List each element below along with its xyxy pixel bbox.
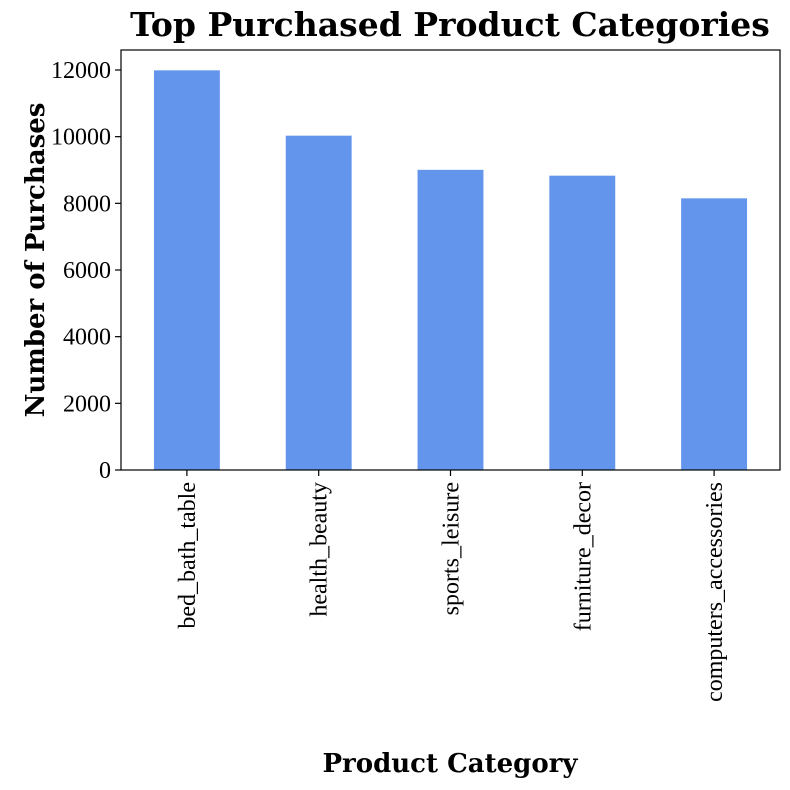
bar-bed_bath_table bbox=[153, 70, 220, 470]
bar-sports_leisure bbox=[417, 169, 484, 470]
x-tick-label-furniture_decor: furniture_decor bbox=[570, 482, 596, 631]
chart-title: Top Purchased Product Categories bbox=[130, 5, 770, 44]
y-tick-label: 6000 bbox=[63, 258, 111, 284]
bar-computers_accessories bbox=[681, 198, 748, 470]
x-tick-label-sports_leisure: sports_leisure bbox=[439, 482, 465, 615]
y-tick-label: 0 bbox=[99, 458, 111, 484]
y-axis-title: Number of Purchases bbox=[21, 103, 51, 418]
x-axis-title: Product Category bbox=[323, 749, 579, 779]
y-tick-label: 2000 bbox=[63, 391, 111, 417]
y-tick-label: 10000 bbox=[51, 125, 111, 151]
bar-health_beauty bbox=[285, 135, 352, 471]
plot-area: 0 2000 4000 6000 8000 10000 12000 bed_bath_tabl… bbox=[51, 49, 781, 702]
y-tick-label: 4000 bbox=[63, 325, 111, 351]
x-tick-label-bed_bath_table: bed_bath_table bbox=[175, 482, 201, 629]
x-tick-label-computers_accessories: computers_accessories bbox=[702, 482, 728, 702]
y-tick-label: 8000 bbox=[63, 191, 111, 217]
x-tick-label-health_beauty: health_beauty bbox=[307, 482, 333, 617]
y-tick-label: 12000 bbox=[51, 58, 111, 84]
bar-furniture_decor bbox=[549, 175, 616, 471]
